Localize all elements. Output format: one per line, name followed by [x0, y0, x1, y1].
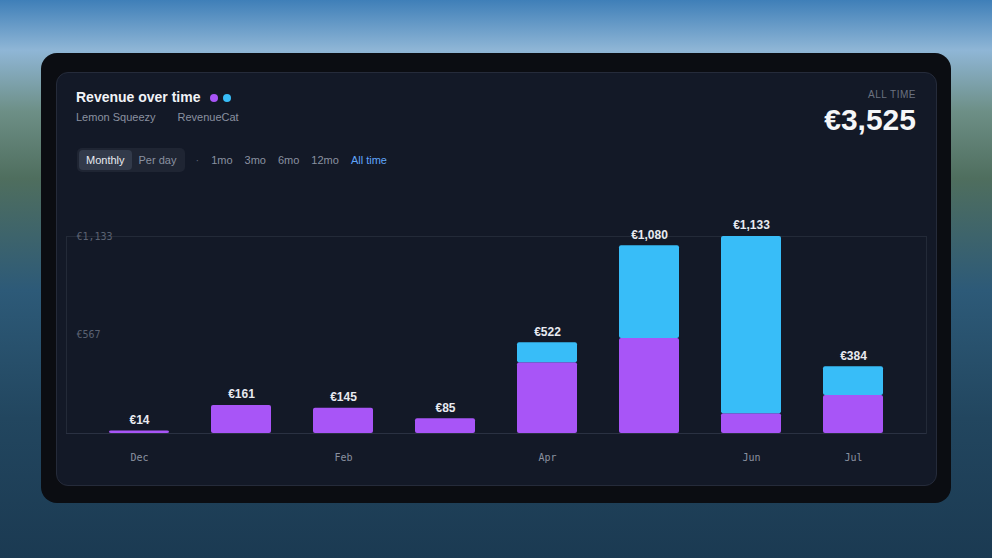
- svg-text:Jul: Jul: [844, 452, 862, 463]
- html-text:All time: All time: [350, 154, 387, 166]
- html-text:Revenue over time: Revenue over time: [76, 89, 201, 105]
- svg-text:€1,133: €1,133: [733, 218, 770, 232]
- svg-text:€161: €161: [228, 387, 255, 401]
- svg-text:Apr: Apr: [538, 452, 556, 463]
- html-text:ALL TIME: ALL TIME: [868, 89, 916, 100]
- svg-text:Jun: Jun: [742, 452, 760, 463]
- svg-text:€14: €14: [129, 413, 149, 427]
- html-text:1mo: 1mo: [211, 154, 233, 166]
- html-text:Per day: Per day: [138, 154, 177, 166]
- html-text:3mo: 3mo: [244, 154, 266, 166]
- svg-text:€384: €384: [840, 349, 867, 363]
- html-text:6mo: 6mo: [277, 154, 300, 166]
- html-text:12mo: 12mo: [311, 154, 339, 166]
- svg-text:€567: €567: [77, 329, 101, 340]
- html-text:Monthly: Monthly: [86, 154, 125, 166]
- html-text:Lemon Squeezy: Lemon Squeezy: [76, 111, 156, 123]
- svg-text:Dec: Dec: [130, 452, 148, 463]
- svg-text:€1,133: €1,133: [77, 231, 113, 242]
- svg-text:€85: €85: [435, 401, 455, 415]
- html-text:RevenueCat: RevenueCat: [177, 111, 239, 123]
- svg-text:€522: €522: [534, 325, 561, 339]
- html-text:€3,525: €3,525: [824, 103, 916, 136]
- svg-text:Feb: Feb: [334, 452, 352, 463]
- svg-text:€1,080: €1,080: [631, 228, 668, 242]
- svg-text:€145: €145: [330, 390, 357, 404]
